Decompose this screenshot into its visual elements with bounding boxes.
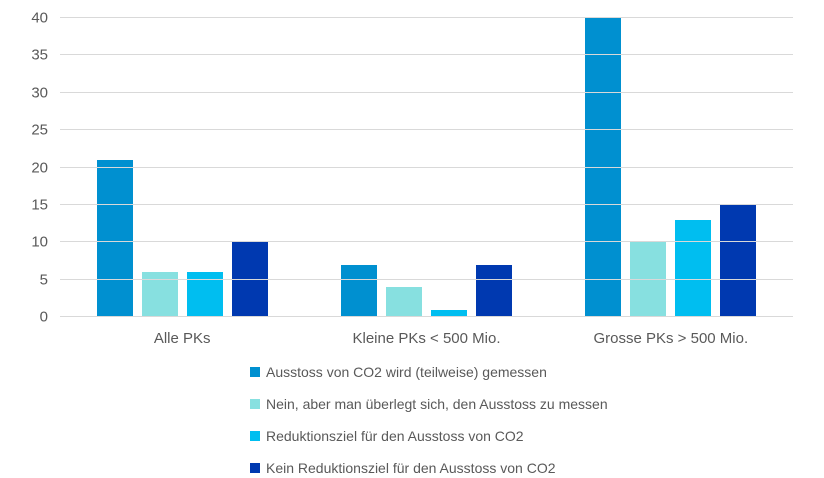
bar-series-0-category-0 <box>96 160 133 317</box>
gridline-25 <box>60 129 793 131</box>
bar-groups <box>60 18 793 317</box>
legend-item-0: Ausstoss von CO2 wird (teilweise) gemess… <box>250 364 608 380</box>
legend-swatch-icon <box>250 367 260 377</box>
plot-area: 0 5 10 15 20 25 30 35 40 <box>31 11 793 325</box>
legend-swatch-icon <box>250 399 260 409</box>
x-category-label-2: Grosse PKs > 500 Mio. <box>593 330 749 347</box>
x-category-label-0: Alle PKs <box>153 330 211 347</box>
y-tick-label-25: 25 <box>31 121 48 139</box>
gridline-20 <box>60 166 793 168</box>
bar-series-3-category-2 <box>720 204 757 317</box>
x-category-label-1: Kleine PKs < 500 Mio. <box>352 330 501 347</box>
bar-series-1-category-0 <box>141 272 178 317</box>
bar-series-2-category-1 <box>430 309 467 317</box>
legend-label-0: Ausstoss von CO2 wird (teilweise) gemess… <box>266 364 547 380</box>
x-axis-labels: Alle PKs Kleine PKs < 500 Mio. Grosse PKs … <box>60 330 793 347</box>
bar-series-0-category-2 <box>585 18 622 317</box>
gridline-30 <box>60 91 793 93</box>
legend-swatch-icon <box>250 431 260 441</box>
bar-series-2-category-0 <box>186 272 223 317</box>
legend-swatch-icon <box>250 463 260 473</box>
gridline-10 <box>60 241 793 243</box>
bar-group-2 <box>549 18 793 317</box>
legend-label-2: Reduktionsziel für den Ausstoss von CO2 <box>266 428 524 444</box>
bar-group-0 <box>60 18 304 317</box>
legend-item-3: Kein Reduktionsziel für den Ausstoss von… <box>250 460 608 476</box>
gridline-40 <box>60 17 793 18</box>
y-tick-label-20: 20 <box>31 159 48 176</box>
bar-series-0-category-1 <box>340 264 377 317</box>
bar-series-1-category-2 <box>630 242 667 317</box>
gridline-0 <box>60 316 793 317</box>
gridline-15 <box>60 203 793 205</box>
gridline-35 <box>60 54 793 56</box>
legend: Ausstoss von CO2 wird (teilweise) gemess… <box>250 364 608 476</box>
y-tick-label-30: 30 <box>31 84 48 102</box>
y-tick-label-35: 35 <box>31 46 48 64</box>
y-tick-label-40: 40 <box>31 9 48 27</box>
bar-group-1 <box>304 18 548 317</box>
y-tick-label-5: 5 <box>39 271 48 289</box>
gridline-5 <box>60 278 793 280</box>
legend-item-2: Reduktionsziel für den Ausstoss von CO2 <box>250 428 608 444</box>
bar-series-1-category-1 <box>385 287 422 317</box>
legend-label-1: Nein, aber man überlegt sich, den Aussto… <box>266 396 608 412</box>
bar-series-3-category-0 <box>231 242 268 317</box>
y-tick-label-0: 0 <box>39 308 48 326</box>
y-tick-label-15: 15 <box>31 196 48 214</box>
y-tick-label-10: 10 <box>31 233 48 251</box>
legend-label-3: Kein Reduktionsziel für den Ausstoss von… <box>266 460 556 476</box>
bar-series-3-category-1 <box>475 264 512 317</box>
legend-item-1: Nein, aber man überlegt sich, den Aussto… <box>250 396 608 412</box>
bar-series-2-category-2 <box>675 219 712 317</box>
